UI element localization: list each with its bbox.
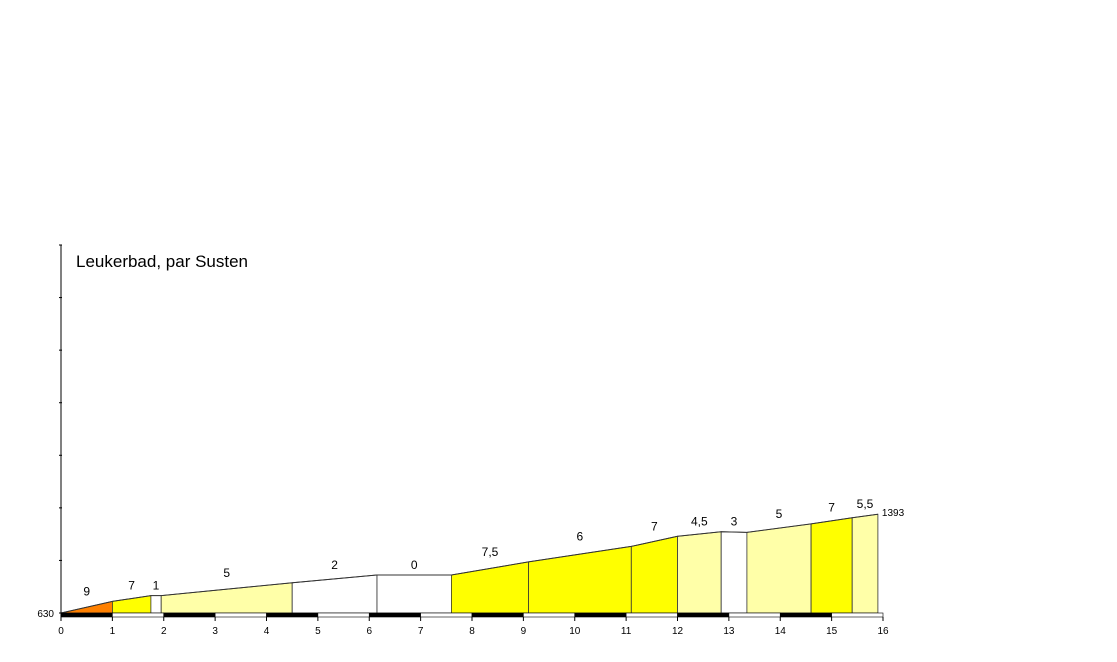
scale-block-0 — [60, 612, 113, 618]
gradient-segment-12 — [810, 517, 853, 614]
end-altitude-label: 1393 — [882, 508, 905, 519]
gradient-label-13: 5,5 — [857, 497, 874, 511]
x-tick-label-8: 8 — [469, 626, 475, 637]
x-tick-label-group: 0 1 2 3 4 5 6 7 8 9 10 11 12 13 14 15 16 — [58, 617, 889, 637]
gradient-segment-7 — [528, 545, 632, 614]
gradient-label-7: 6 — [577, 529, 584, 543]
gradient-segment-9 — [677, 531, 722, 614]
y-axis-group — [59, 244, 62, 617]
x-tick-label-9: 9 — [521, 626, 527, 637]
gradient-segment-2 — [150, 595, 162, 614]
gradient-label-2: 1 — [153, 579, 160, 593]
x-tick-label-5: 5 — [315, 626, 321, 637]
distance-scale-bar — [60, 612, 884, 618]
gradient-label-8: 7 — [651, 519, 658, 533]
x-tick-label-12: 12 — [672, 626, 684, 637]
x-tick-label-3: 3 — [212, 626, 218, 637]
gradient-segment-10 — [720, 531, 748, 614]
gradient-segment-13 — [851, 513, 879, 614]
scale-block-14 — [779, 612, 832, 618]
gradient-segment-8 — [630, 535, 678, 614]
x-tick-label-11: 11 — [621, 626, 632, 637]
x-tick-label-0: 0 — [58, 626, 64, 637]
gradient-label-6: 7,5 — [482, 545, 499, 559]
gradient-label-5: 0 — [411, 558, 418, 572]
x-tick-label-4: 4 — [264, 626, 270, 637]
gradient-label-10: 3 — [731, 515, 738, 529]
scale-block-13 — [728, 612, 781, 618]
scale-block-7 — [420, 612, 473, 618]
gradient-label-0: 9 — [83, 584, 90, 598]
gradient-label-group: 9 7 1 5 2 0 7,5 6 7 4,5 3 5 7 5,5 — [83, 497, 873, 598]
scale-block-11 — [625, 612, 678, 618]
gradient-segment-5 — [376, 574, 452, 614]
x-tick-label-15: 15 — [826, 626, 838, 637]
gradient-label-1: 7 — [128, 579, 135, 593]
scale-block-2 — [163, 612, 216, 618]
gradient-label-3: 5 — [223, 566, 230, 580]
scale-block-9 — [523, 612, 576, 618]
x-tick-label-14: 14 — [775, 626, 787, 637]
profile-line — [60, 513, 878, 614]
gradient-segment-4 — [291, 574, 378, 614]
gradient-label-11: 5 — [776, 507, 783, 521]
scale-block-6 — [368, 612, 421, 618]
gradient-label-12: 7 — [828, 501, 835, 515]
scale-block-10 — [574, 612, 627, 618]
gradient-segment-6 — [450, 561, 529, 614]
gradient-segment-11 — [746, 523, 812, 614]
chart-title: Leukerbad, par Susten — [76, 252, 248, 271]
start-altitude-label: 630 — [37, 609, 54, 620]
profile-area-group — [60, 513, 879, 614]
gradient-label-4: 2 — [331, 558, 338, 572]
x-tick-label-7: 7 — [418, 626, 424, 637]
x-tick-label-1: 1 — [110, 626, 116, 637]
scale-block-1 — [112, 612, 165, 618]
x-tick-label-16: 16 — [877, 626, 889, 637]
scale-block-3 — [214, 612, 267, 618]
x-tick-label-10: 10 — [569, 626, 581, 637]
scale-block-12 — [677, 612, 730, 618]
scale-block-8 — [471, 612, 524, 618]
scale-block-5 — [317, 612, 370, 618]
scale-block-15 — [831, 612, 884, 618]
x-tick-label-6: 6 — [366, 626, 372, 637]
scale-block-4 — [266, 612, 319, 618]
gradient-segment-3 — [160, 582, 293, 614]
x-tick-label-2: 2 — [161, 626, 167, 637]
gradient-label-9: 4,5 — [691, 515, 708, 529]
x-tick-label-13: 13 — [723, 626, 735, 637]
